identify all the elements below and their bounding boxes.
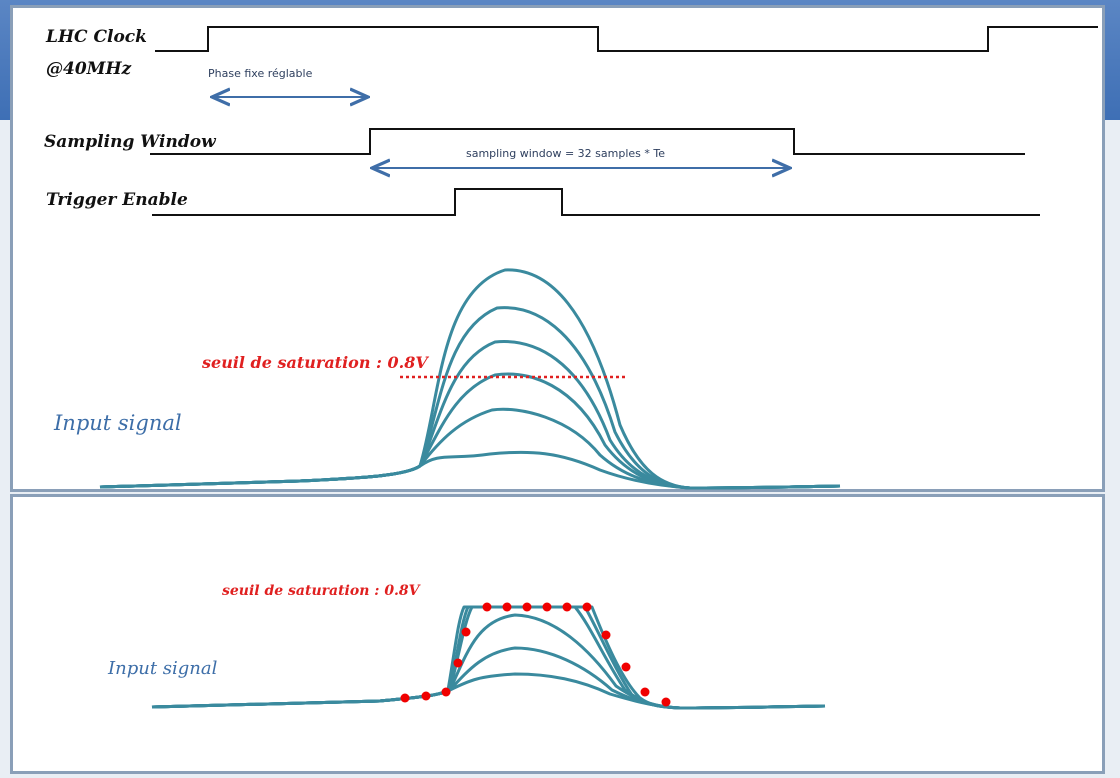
sampling-window-waveform [150, 128, 1025, 155]
sample-point [482, 602, 492, 612]
pulse-curve-5 [99, 306, 841, 490]
saturated-signal-curves [151, 605, 826, 710]
saturated-signal-panel [10, 494, 1105, 774]
clock-label: LHC Clock [45, 27, 147, 47]
sample-point [453, 658, 463, 668]
threshold-label-top: seuil de saturation : 0.8V [201, 353, 429, 372]
trigger-enable-label: Trigger Enable [46, 190, 188, 210]
sample-points [400, 602, 671, 707]
sample-point [522, 602, 532, 612]
pulse-curve-6 [99, 268, 841, 490]
clipped-curve-3 [151, 613, 826, 710]
sample-point [400, 693, 410, 703]
sampling-window-label: Sampling Window [44, 132, 217, 152]
sample-point [461, 627, 471, 637]
sample-point [661, 697, 671, 707]
sample-point [621, 662, 631, 672]
input-signal-label-top: Input signal [53, 411, 182, 435]
pulse-curve-2 [99, 407, 841, 490]
sample-point [582, 602, 592, 612]
input-signal-label-bottom: Input signal [107, 658, 218, 679]
sample-point [601, 630, 611, 640]
sample-point [640, 687, 650, 697]
clock-frequency-label: @40MHz [46, 59, 132, 79]
trigger-enable-waveform [152, 188, 1040, 216]
input-signal-curves [99, 268, 841, 490]
sample-point [441, 687, 451, 697]
sample-point [562, 602, 572, 612]
threshold-label-bottom: seuil de saturation : 0.8V [222, 583, 422, 599]
lhc-clock-waveform [155, 26, 1098, 52]
sampling-window-note: sampling window = 32 samples * Te [466, 147, 665, 160]
timing-and-signal-panel [10, 5, 1105, 492]
sample-point [542, 602, 552, 612]
sample-point [421, 691, 431, 701]
pulse-curve-3 [99, 372, 841, 490]
phase-note: Phase fixe réglable [208, 67, 313, 80]
sample-point [502, 602, 512, 612]
